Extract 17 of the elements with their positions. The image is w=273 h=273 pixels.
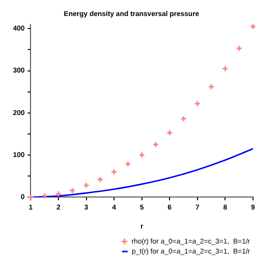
point	[250, 23, 256, 30]
point	[222, 65, 228, 72]
point	[194, 100, 201, 107]
point	[83, 182, 90, 189]
point	[96, 176, 104, 183]
point	[236, 45, 242, 52]
point	[55, 190, 62, 198]
point	[124, 160, 132, 168]
point	[69, 187, 76, 194]
point	[27, 194, 34, 200]
point	[180, 116, 187, 122]
point	[208, 84, 215, 90]
point	[41, 192, 48, 200]
point	[166, 129, 173, 136]
point	[152, 141, 159, 148]
point	[110, 168, 118, 176]
point	[138, 152, 146, 158]
